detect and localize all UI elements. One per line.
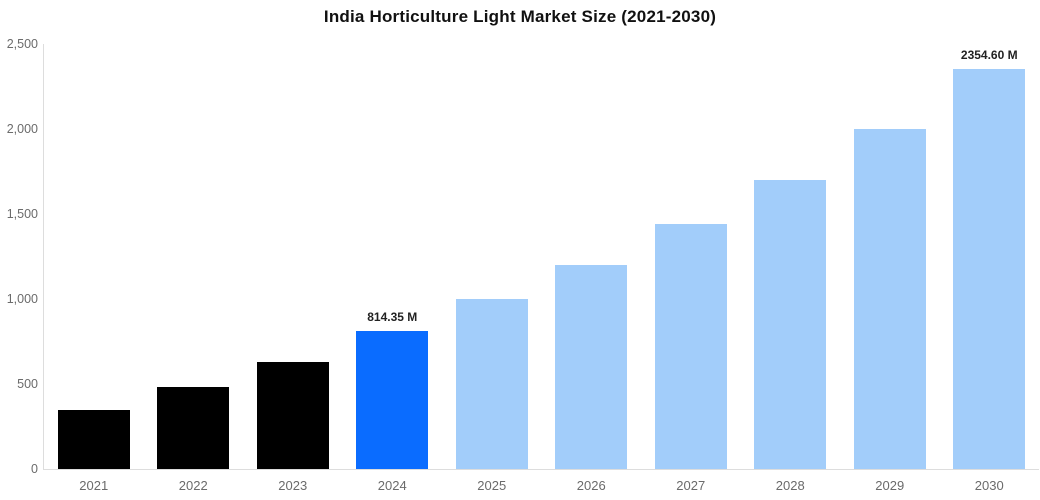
bar-2027 [654,224,727,469]
y-axis-tick-label: 0 [31,462,38,476]
bar-2022 [157,387,230,469]
x-axis-tick-label: 2024 [377,478,407,493]
y-axis-tick-label: 1,500 [6,207,38,221]
x-axis-tick-label: 2023 [278,478,308,493]
y-axis-tick-label: 500 [17,377,38,391]
chart-title: India Horticulture Light Market Size (20… [323,7,717,26]
bar-2023 [256,361,329,469]
bar-slot: 2029 [840,44,940,493]
bar-slot: 2027 [641,44,741,493]
bar-slot: 2026 [542,44,642,493]
x-axis-tick-label: 2027 [676,478,706,493]
bar-2030 [953,68,1026,469]
y-axis-tick-label: 2,500 [6,37,38,51]
bar-slot: 2025 [442,44,542,493]
bar-slot: 2022 [144,44,244,493]
bar-2028 [754,180,827,469]
bar-2025 [455,299,528,469]
bar-2024 [356,330,429,469]
x-axis-tick-label: 2022 [178,478,208,493]
plot-area: 2021 2022 2023 814.35 M 2024 2025 2026 2027 2028… [43,44,1040,493]
bar-2021 [57,409,130,469]
bar-value-label-2024: 814.35 M [367,309,418,324]
bar-slot: 814.35 M 2024 [343,44,443,493]
x-axis-tick-label: 2021 [79,478,109,493]
x-axis-tick-label: 2025 [477,478,507,493]
bar-value-label-2030: 2354.60 M [960,47,1018,62]
bar-slot: 2028 [741,44,841,493]
y-axis-tick-label: 1,000 [6,292,38,306]
x-axis-tick-label: 2030 [974,478,1004,493]
bar-slot: 2021 [44,44,144,493]
y-axis: 0 500 1,000 1,500 2,000 2,500 [0,37,38,476]
x-axis-tick-label: 2029 [875,478,905,493]
bar-2026 [555,265,628,469]
y-axis-tick-label: 2,000 [6,122,38,136]
x-axis-tick-label: 2028 [775,478,805,493]
x-axis-tick-label: 2026 [576,478,606,493]
bar-slot: 2023 [243,44,343,493]
bar-slot: 2354.60 M 2030 [940,44,1040,493]
bar-2029 [853,129,926,469]
